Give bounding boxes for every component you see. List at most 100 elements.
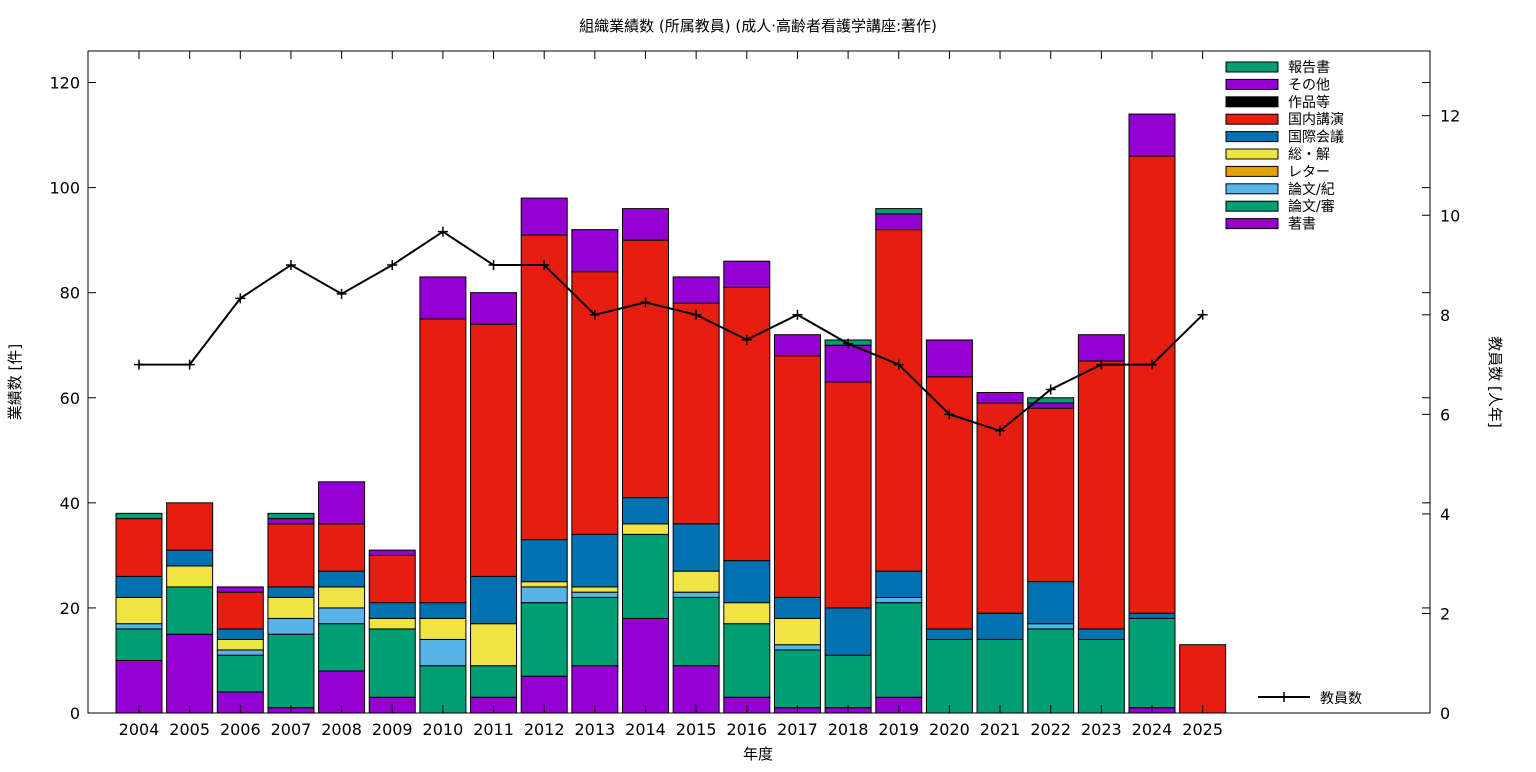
bar-segment xyxy=(419,638,467,667)
x-tick-label: 2007 xyxy=(271,720,312,739)
bar-segment xyxy=(470,323,518,577)
legend-label: 教員数 xyxy=(1320,691,1362,707)
line-point xyxy=(792,309,803,320)
x-tick-label: 2017 xyxy=(777,720,818,739)
bar-segment xyxy=(672,570,720,593)
bar-segment xyxy=(520,197,568,236)
legend-swatch xyxy=(1225,183,1279,195)
line-point xyxy=(1096,359,1107,370)
bar-segment xyxy=(672,302,720,525)
x-tick-label: 2013 xyxy=(574,720,615,739)
bar-segment xyxy=(216,649,264,656)
legend-swatch xyxy=(1225,113,1279,125)
x-tick-label: 2018 xyxy=(828,720,869,739)
bar-segment xyxy=(470,623,518,667)
bar-segment xyxy=(216,628,264,640)
bar-segment xyxy=(1077,334,1125,362)
chart-title: 組織業績数 (所属教員) (成人·高齢者看護学講座:著作) xyxy=(579,17,937,35)
bar-segment xyxy=(824,344,872,383)
y-tick-label: 20 xyxy=(60,599,80,618)
legend-swatch xyxy=(1225,61,1279,73)
legend-swatch xyxy=(1225,131,1279,143)
legend-swatch xyxy=(1225,148,1279,160)
line-point xyxy=(488,260,499,271)
bar-segment xyxy=(520,581,568,588)
bar-segment xyxy=(520,602,568,677)
legend-line-marker xyxy=(1279,692,1289,702)
x-tick-label: 2012 xyxy=(524,720,565,739)
bar-segment xyxy=(216,591,264,630)
bar-segment xyxy=(622,533,669,619)
bar-segment xyxy=(773,355,821,598)
bar-segment xyxy=(622,497,669,525)
bar-segment xyxy=(318,607,366,625)
bar-segment xyxy=(368,549,416,556)
bar-segment xyxy=(267,633,315,709)
y-tick-label: 40 xyxy=(60,494,80,513)
legend-label: レター xyxy=(1288,164,1330,180)
bar-segment xyxy=(723,260,771,288)
bar-segment xyxy=(875,570,923,598)
bar-segment xyxy=(1077,638,1125,714)
bar-segment xyxy=(875,208,923,215)
bar-segment xyxy=(267,596,315,619)
y2-tick-label: 12 xyxy=(1440,107,1460,126)
legend-label: 総・解 xyxy=(1288,147,1330,163)
bar-segment xyxy=(622,617,669,714)
legend-label: 国内講演 xyxy=(1288,112,1344,128)
bar-segment xyxy=(318,586,366,609)
bar-segment xyxy=(318,623,366,672)
bar-segment xyxy=(267,523,315,588)
bar-segment xyxy=(115,512,163,520)
axes-layer: 0 20 40 60 80 100 120 0 2 4 6 8 10 12 2004 2005 2006 2007… xyxy=(49,50,1460,739)
x-axis-label: 年度 xyxy=(743,745,773,763)
bar-segment xyxy=(520,539,568,583)
bar-segment xyxy=(571,596,619,667)
y-axis-label: 業績数 [件] xyxy=(6,344,24,420)
bar-segment xyxy=(368,617,416,630)
bar-segment xyxy=(925,638,973,714)
line-point xyxy=(387,260,398,271)
bar-segment xyxy=(419,617,467,640)
bar-segment xyxy=(571,533,619,588)
bar-segment xyxy=(216,638,264,651)
bar-segment xyxy=(824,654,872,709)
x-tick-label: 2010 xyxy=(423,720,464,739)
line-point xyxy=(437,226,448,237)
bar-segment xyxy=(1027,397,1075,404)
line-point xyxy=(741,334,752,345)
bar-segment xyxy=(470,665,518,698)
bar-segment xyxy=(1027,628,1075,714)
line-point xyxy=(944,409,955,420)
bar-segment xyxy=(723,560,771,604)
bar-segment xyxy=(216,586,264,593)
bar-segment xyxy=(723,286,771,562)
x-tick-label: 2014 xyxy=(625,720,666,739)
y2-tick-label: 6 xyxy=(1440,405,1450,424)
line-point xyxy=(843,338,854,349)
bar-segment xyxy=(976,612,1024,640)
legend-swatch xyxy=(1225,200,1279,212)
bar-segment xyxy=(1128,155,1176,614)
bar-segment xyxy=(419,318,467,604)
x-tick-label: 2020 xyxy=(929,720,970,739)
legend-label: その他 xyxy=(1288,77,1330,93)
y2-tick-label: 8 xyxy=(1440,306,1450,325)
bar-segment xyxy=(1027,623,1075,630)
bar-segment xyxy=(773,617,821,646)
bar-segment xyxy=(925,628,973,640)
bar-segment xyxy=(875,602,923,698)
bar-segment xyxy=(773,334,821,357)
bar-segment xyxy=(976,392,1024,404)
bars-layer xyxy=(115,113,1227,714)
bar-segment xyxy=(622,239,669,499)
bar-segment xyxy=(520,586,568,604)
x-tick-label: 2005 xyxy=(169,720,210,739)
y-tick-label: 80 xyxy=(60,284,80,303)
bar-segment xyxy=(1128,617,1176,709)
y2-tick-label: 2 xyxy=(1440,604,1450,623)
line-point xyxy=(640,297,651,308)
legend-swatch xyxy=(1225,78,1279,90)
